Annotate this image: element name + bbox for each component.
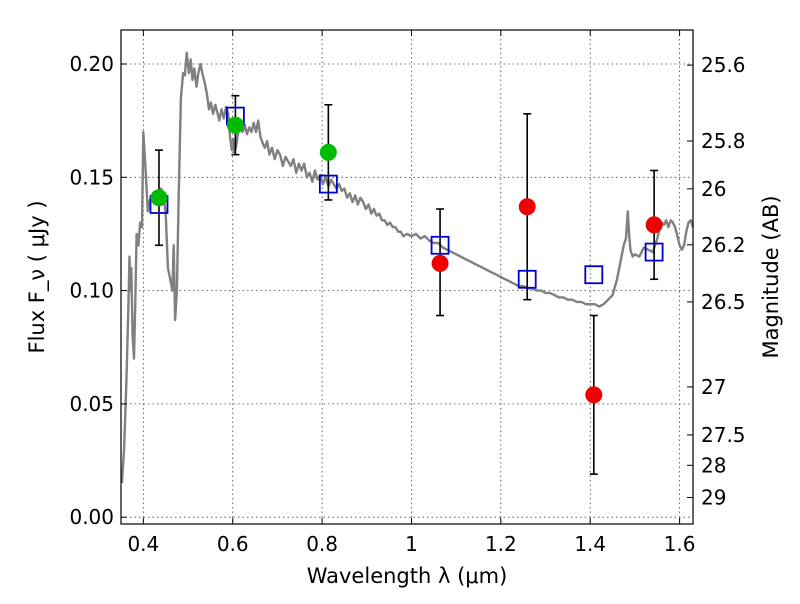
- right-tick-label: 26.2: [701, 233, 746, 257]
- model-spectrum: [120, 51, 695, 484]
- y-tick-label: 0.00: [69, 505, 114, 529]
- observed-flux-point: [226, 116, 244, 134]
- model-flux-square: [318, 174, 338, 194]
- model-flux-square: [430, 235, 450, 255]
- data-markers: [149, 106, 664, 404]
- x-tick-label: 1: [405, 532, 418, 556]
- y-axis-ticks: 0.00 0.05 0.10 0.15 0.20: [69, 52, 127, 529]
- right-tick-label: 27: [701, 375, 726, 399]
- x-tick-label: 1.4: [574, 532, 606, 556]
- x-tick-label: 0.4: [127, 532, 159, 556]
- y-axis-label: Flux F_ν ( μJy ): [25, 200, 50, 353]
- y-tick-label: 0.20: [69, 52, 114, 76]
- right-tick-label: 26.5: [701, 290, 746, 314]
- x-tick-label: 1.2: [485, 532, 517, 556]
- x-tick-label: 1.6: [664, 532, 696, 556]
- observed-flux-point: [585, 386, 603, 404]
- y-tick-label: 0.10: [69, 279, 114, 303]
- right-tick-label: 25.8: [701, 129, 746, 153]
- x-axis-ticks: 0.4 0.6 0.8 1 1.2 1.4 1.6: [127, 30, 696, 556]
- spectrum-line: [120, 51, 695, 484]
- x-axis-label: Wavelength λ (μm): [307, 564, 508, 588]
- model-flux-square: [644, 242, 664, 262]
- x-tick-label: 0.8: [306, 532, 338, 556]
- observed-flux-point: [518, 198, 536, 216]
- observed-flux-point: [150, 189, 168, 207]
- right-tick-label: 28: [701, 453, 726, 477]
- observed-flux-point: [431, 254, 449, 272]
- right-axis-label: Magnitude (AB): [759, 195, 783, 358]
- right-tick-label: 26: [701, 177, 726, 201]
- x-tick-label: 0.6: [217, 532, 249, 556]
- right-tick-label: 29: [701, 485, 726, 509]
- y-tick-label: 0.05: [69, 392, 114, 416]
- plot-frame: [120, 29, 694, 525]
- right-axis-ticks: 25.6 25.8 26 26.2 26.5 27 27.5 28 29: [687, 53, 746, 509]
- y-tick-label: 0.15: [69, 165, 114, 189]
- grid: [121, 30, 693, 524]
- observed-flux-point: [319, 143, 337, 161]
- model-flux-square: [584, 265, 604, 285]
- model-flux-square: [517, 269, 537, 289]
- observed-flux-point: [645, 216, 663, 234]
- right-tick-label: 27.5: [701, 423, 746, 447]
- right-tick-label: 25.6: [701, 53, 746, 77]
